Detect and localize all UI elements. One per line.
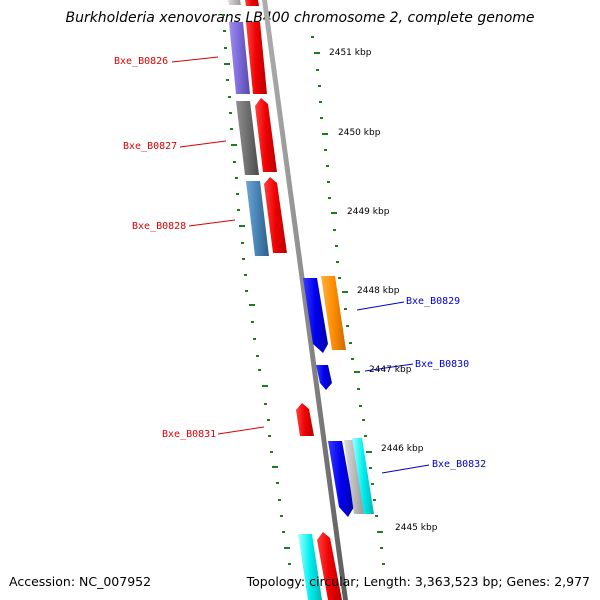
gene-labels: Bxe_B0826 Bxe_B0827 Bxe_B0828 Bxe_B0829 … <box>114 56 486 470</box>
right-tick-track <box>311 36 385 565</box>
accession-text: Accession: NC_007952 <box>9 574 152 589</box>
gene-feature-purple[interactable] <box>229 22 250 94</box>
gene-feature-red[interactable] <box>296 403 314 436</box>
gene-feature-lightgray[interactable] <box>344 440 364 514</box>
gene-feature-red[interactable] <box>317 532 342 600</box>
gene-feature-gray[interactable] <box>236 101 259 175</box>
gene-label-bxe-b0827[interactable]: Bxe_B0827 <box>123 141 177 152</box>
gene-leader-line <box>356 301 405 311</box>
gene-leader-line <box>179 140 227 148</box>
gene-leader-line <box>171 56 219 63</box>
gene-feature-cyan[interactable] <box>352 438 374 514</box>
gene-feature-blue[interactable] <box>328 441 354 517</box>
gene-feature-red[interactable] <box>264 177 287 253</box>
gene-label-bxe-b0828[interactable]: Bxe_B0828 <box>132 221 186 232</box>
scale-labels: 2451 kbp 2450 kbp 2449 kbp 2448 kbp 2447… <box>329 48 438 533</box>
scale-label: 2449 kbp <box>347 207 390 217</box>
scale-label: 2445 kbp <box>395 523 438 533</box>
scale-label: 2448 kbp <box>357 286 400 296</box>
gene-leader-line <box>217 426 265 435</box>
scale-label: 2446 kbp <box>381 444 424 454</box>
scale-label: 2447 kbp <box>369 365 412 375</box>
gene-features <box>228 0 374 600</box>
left-tick-track <box>222 14 293 581</box>
gene-leader-line <box>364 363 414 372</box>
gene-label-bxe-b0832[interactable]: Bxe_B0832 <box>432 459 486 470</box>
genome-title: Burkholderia xenovorans LB400 chromosome… <box>65 10 535 26</box>
gene-feature-steelblue[interactable] <box>246 181 269 256</box>
gene-feature-cyan[interactable] <box>298 534 322 600</box>
chromosome-backbone <box>262 0 348 600</box>
scale-label: 2451 kbp <box>329 48 372 58</box>
gene-feature-red[interactable] <box>255 98 277 172</box>
scale-label: 2450 kbp <box>338 128 381 138</box>
gene-label-bxe-b0829[interactable]: Bxe_B0829 <box>406 296 460 307</box>
gene-feature-blue[interactable] <box>303 278 328 353</box>
gene-feature-lightgray[interactable] <box>228 0 241 5</box>
gene-label-bxe-b0826[interactable]: Bxe_B0826 <box>114 56 168 67</box>
gene-leader-line <box>381 464 430 474</box>
gene-leader-line <box>188 219 236 227</box>
gene-feature-orange[interactable] <box>321 276 346 350</box>
gene-feature-red[interactable] <box>246 22 267 94</box>
genome-summary-text: Topology: circular; Length: 3,363,523 bp… <box>246 574 590 589</box>
gene-feature-red[interactable] <box>245 0 259 6</box>
gene-label-leaders <box>171 56 430 474</box>
gene-feature-blue[interactable] <box>316 365 332 390</box>
gene-label-bxe-b0830[interactable]: Bxe_B0830 <box>415 359 469 370</box>
gene-label-bxe-b0831[interactable]: Bxe_B0831 <box>162 429 216 440</box>
